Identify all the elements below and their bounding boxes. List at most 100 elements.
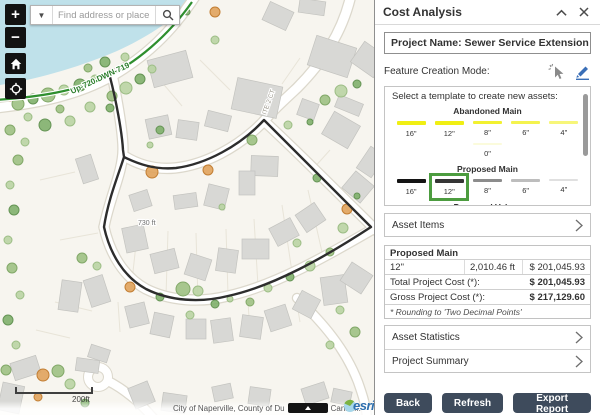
asset-cell: 2,010.46 ft	[465, 260, 523, 274]
zoom-in-button[interactable]: +	[5, 4, 26, 25]
template-item-0in[interactable]: 0"	[471, 140, 505, 160]
template-item-12in[interactable]: 12"	[432, 176, 466, 198]
template-group-name: Abandoned Main	[453, 106, 522, 116]
tree	[209, 6, 221, 18]
locate-button[interactable]	[5, 78, 26, 99]
tree	[335, 305, 345, 315]
template-item-16in[interactable]: 16"	[394, 118, 428, 140]
home-icon	[10, 58, 21, 69]
template-item-label: 12"	[443, 186, 455, 196]
tree	[0, 364, 12, 376]
building	[74, 153, 100, 185]
asset-items-section[interactable]: Asset Items	[384, 213, 591, 237]
close-panel-button[interactable]	[576, 4, 592, 20]
cost-table: Proposed Main 12" 2,010.46 ft $ 201,045.93…	[384, 245, 591, 319]
refresh-button[interactable]: Refresh	[441, 393, 504, 413]
action-buttons: Back Refresh Export Report	[384, 393, 591, 415]
template-group-name: Proposed Main	[457, 164, 518, 174]
template-item-6in[interactable]: 6"	[509, 176, 543, 198]
template-group-name: Proposed Valves	[392, 203, 583, 206]
existing-sewer-main	[0, 1, 193, 101]
parcel-line	[59, 232, 99, 241]
template-item-16in[interactable]: 16"	[394, 176, 428, 198]
tree	[99, 56, 111, 68]
gross-cost-label: Gross Project Cost (*):	[390, 292, 486, 303]
tree	[352, 79, 362, 89]
back-button[interactable]: Back	[384, 393, 432, 413]
tree	[119, 81, 133, 95]
chevron-right-icon	[575, 219, 583, 232]
attribution-expander[interactable]	[287, 403, 328, 413]
tree	[210, 299, 220, 309]
template-item-8in[interactable]: 8"	[470, 118, 504, 140]
proposed-main-line[interactable]	[102, 76, 373, 302]
export-report-button[interactable]: Export Report	[513, 393, 591, 415]
pipe-symbol	[511, 179, 541, 182]
building	[268, 217, 300, 247]
building	[149, 311, 175, 339]
building	[334, 94, 364, 117]
template-item-label: 6"	[522, 127, 530, 137]
feature-mode-label: Feature Creation Mode:	[384, 65, 490, 77]
template-item-label: 8"	[484, 186, 491, 195]
draw-features-icon[interactable]	[574, 63, 591, 80]
esri-logo: esri	[343, 398, 374, 413]
attribution-text: City of Naperville, County of Du Canad..…	[173, 403, 361, 413]
tree	[175, 281, 191, 297]
tree	[353, 192, 361, 200]
template-item-label: 0"	[484, 149, 491, 158]
pipe-symbol	[434, 121, 464, 125]
parcel-line	[117, 301, 121, 333]
scale-bar-label: 200ft	[72, 395, 90, 404]
building	[319, 274, 349, 306]
building	[203, 183, 230, 211]
parcel-line	[199, 59, 231, 91]
panel-header: Cost Analysis	[375, 0, 600, 25]
building	[341, 170, 374, 204]
total-cost-value: $ 201,045.93	[529, 277, 585, 288]
template-item-8in[interactable]: 8"	[470, 176, 504, 198]
building	[321, 110, 361, 150]
building	[175, 119, 200, 141]
template-scrollbar[interactable]	[583, 94, 588, 156]
total-cost-label: Total Project Cost (*):	[390, 277, 480, 288]
collapse-panel-button[interactable]	[553, 4, 569, 20]
building	[261, 0, 295, 32]
template-item-label: 8"	[484, 128, 491, 137]
project-summary-label: Project Summary	[392, 355, 469, 367]
tree	[334, 84, 348, 98]
pipe-symbol	[549, 179, 579, 181]
chevron-up-icon	[555, 9, 567, 16]
project-summary-section[interactable]: Project Summary	[385, 349, 590, 372]
search-input[interactable]	[53, 6, 155, 24]
template-item-4in[interactable]: 4"	[547, 176, 581, 198]
cost-analysis-panel: Cost Analysis Project Name: Sewer Servic…	[374, 0, 600, 415]
asset-statistics-section[interactable]: Asset Statistics	[385, 326, 590, 349]
tree	[105, 103, 115, 113]
tree	[306, 118, 314, 126]
template-item-label: 16"	[405, 129, 417, 138]
search-icon[interactable]	[155, 6, 179, 24]
template-item-12in[interactable]: 12"	[432, 118, 466, 140]
select-features-icon[interactable]	[547, 63, 565, 80]
building	[339, 261, 374, 295]
project-name-box: Project Name: Sewer Service Extension	[384, 32, 591, 54]
building	[9, 354, 42, 382]
parcel-line	[39, 171, 76, 181]
template-item-label: 16"	[405, 187, 417, 196]
home-button[interactable]	[5, 53, 26, 74]
tree	[2, 314, 14, 326]
tree	[6, 262, 18, 274]
gross-cost-row: Gross Project Cost (*): $ 217,129.60	[385, 290, 590, 305]
zoom-out-button[interactable]: −	[5, 27, 26, 48]
asset-cell: $ 201,045.93	[529, 262, 585, 273]
template-item-4in[interactable]: 4"	[547, 118, 581, 140]
asset-cell: 12"	[385, 260, 465, 274]
tree	[185, 310, 195, 320]
search-source-dropdown[interactable]: ▼	[31, 6, 53, 24]
template-item-6in[interactable]: 6"	[509, 118, 543, 140]
building	[296, 97, 320, 122]
